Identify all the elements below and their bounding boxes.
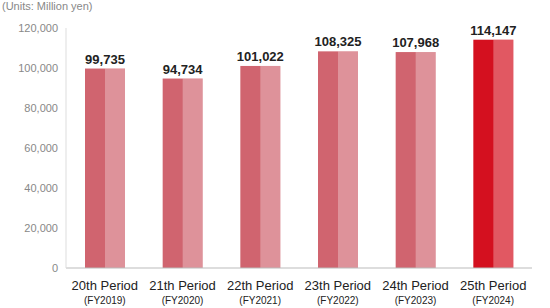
svg-text:22th Period: 22th Period: [227, 278, 294, 293]
svg-text:20,000: 20,000: [24, 222, 58, 234]
svg-text:120,000: 120,000: [18, 22, 58, 34]
svg-text:107,968: 107,968: [392, 35, 439, 50]
svg-text:23th Period: 23th Period: [305, 278, 372, 293]
svg-text:21th Period: 21th Period: [149, 278, 216, 293]
svg-text:25th Period: 25th Period: [460, 278, 526, 293]
svg-text:(FY2021): (FY2021): [239, 295, 281, 306]
svg-text:(FY2022): (FY2022): [317, 295, 359, 306]
svg-text:(FY2020): (FY2020): [162, 295, 204, 306]
svg-text:40,000: 40,000: [24, 182, 58, 194]
svg-text:(FY2024): (FY2024): [472, 295, 514, 306]
svg-text:80,000: 80,000: [24, 102, 58, 114]
svg-text:114,147: 114,147: [470, 23, 516, 38]
svg-text:99,735: 99,735: [85, 52, 125, 67]
svg-text:101,022: 101,022: [237, 49, 284, 64]
svg-text:20th Period: 20th Period: [72, 278, 139, 293]
html-text:(Units: Million yen): (Units: Million yen): [2, 0, 93, 12]
svg-text:(FY2023): (FY2023): [395, 295, 437, 306]
svg-text:(FY2019): (FY2019): [84, 295, 126, 306]
svg-text:108,325: 108,325: [315, 34, 362, 49]
svg-text:0: 0: [52, 262, 58, 274]
svg-text:94,734: 94,734: [163, 62, 204, 77]
svg-text:60,000: 60,000: [24, 142, 58, 154]
svg-text:100,000: 100,000: [18, 62, 58, 74]
svg-text:24th Period: 24th Period: [382, 278, 449, 293]
